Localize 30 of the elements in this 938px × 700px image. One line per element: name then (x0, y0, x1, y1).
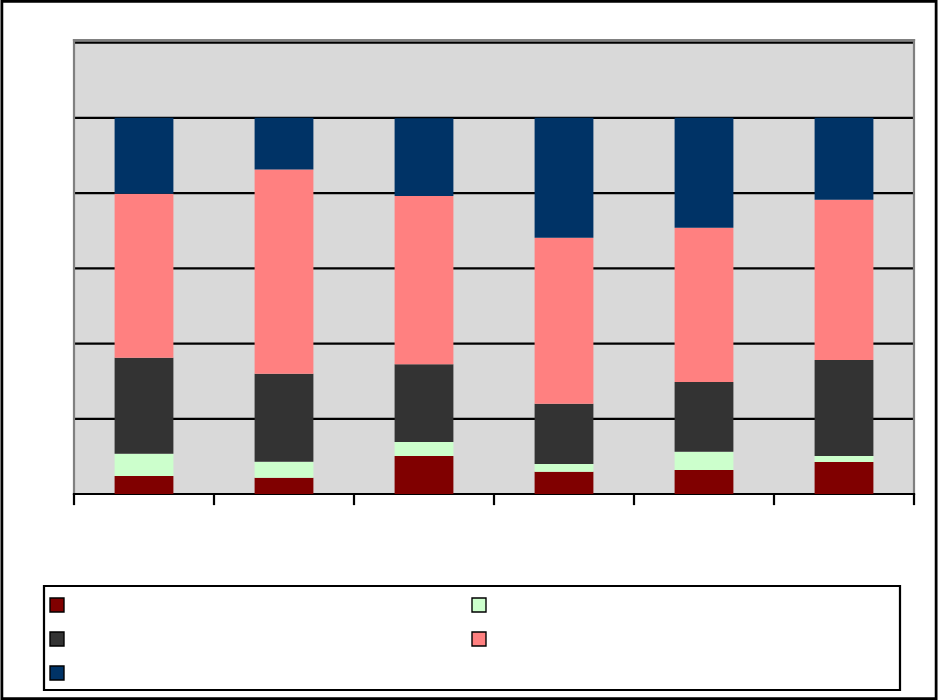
bar (394, 442, 454, 457)
bar (114, 475, 174, 494)
bar (814, 199, 874, 361)
bar (254, 169, 314, 374)
bar (114, 117, 174, 194)
bar (674, 381, 734, 452)
bar (674, 227, 734, 382)
bar (394, 364, 454, 443)
bar (394, 118, 454, 197)
bar (114, 193, 174, 358)
bar (394, 196, 454, 365)
bar (674, 451, 734, 470)
bar (254, 477, 314, 494)
bar (114, 357, 174, 454)
bar (534, 117, 594, 238)
bar (254, 461, 314, 478)
bar (814, 456, 874, 463)
bar (814, 360, 874, 457)
bar (394, 456, 454, 494)
bar (674, 469, 734, 494)
bar (534, 237, 594, 404)
bar (814, 462, 874, 494)
bar (254, 117, 314, 170)
bar (114, 453, 174, 476)
bar (534, 463, 594, 472)
bar (534, 403, 594, 464)
bar (534, 471, 594, 494)
bar (254, 373, 314, 462)
bar (814, 117, 874, 200)
bar (674, 117, 734, 228)
